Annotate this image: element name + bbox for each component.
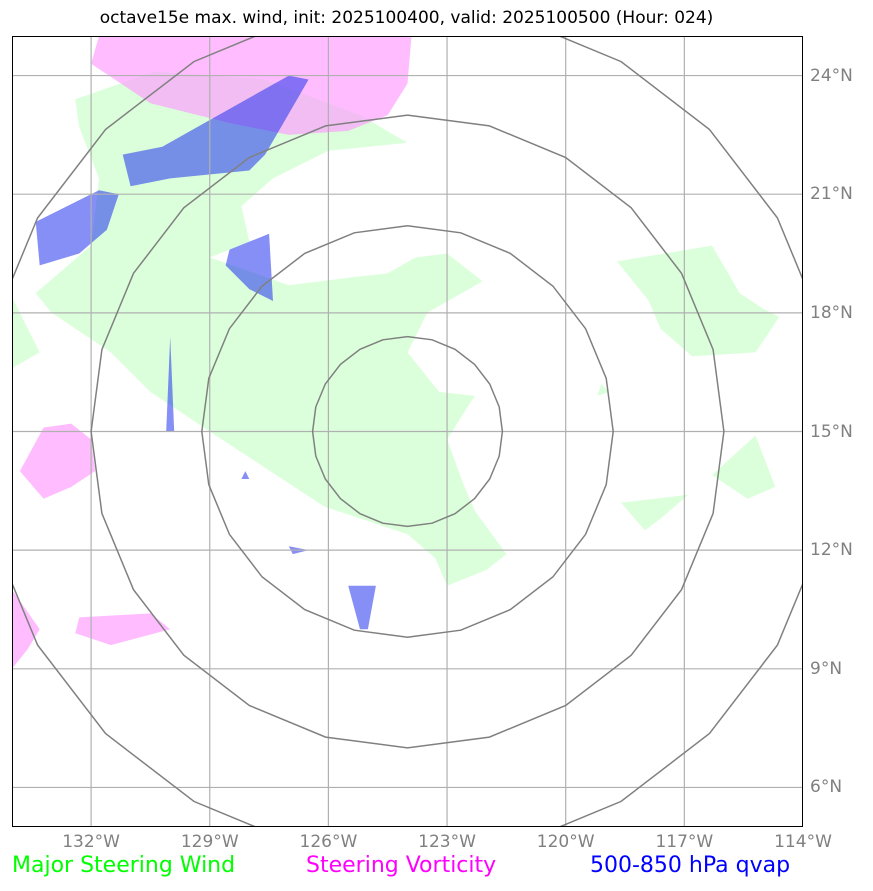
legend-major-steering-wind: Major Steering Wind	[12, 853, 236, 878]
lon-tick-label: 120°W	[536, 832, 595, 852]
range-rings	[12, 36, 803, 827]
green-field-area-5	[597, 384, 610, 396]
green-field-area-2	[617, 245, 780, 357]
range-ring-2	[90, 114, 725, 749]
lat-tick-label: 24°N	[810, 65, 853, 86]
legend-qvap: 500-850 hPa qvap	[590, 853, 791, 878]
lat-tick-label: 6°N	[810, 777, 843, 798]
green-field-area-0	[35, 71, 507, 586]
blue-field-area-1	[35, 190, 119, 266]
lon-tick-label: 126°W	[299, 832, 358, 852]
graticule	[12, 36, 803, 827]
legend-steering-vorticity: Steering Vorticity	[306, 853, 497, 878]
lat-tick-label: 18°N	[810, 302, 853, 323]
lon-tick-label: 114°W	[774, 832, 832, 852]
blue-field-area-6	[241, 471, 250, 479]
blue-field-area-4	[348, 585, 376, 630]
range-ring-3	[12, 36, 803, 827]
green-field-area-3	[712, 435, 776, 499]
green-field-area-1	[12, 297, 40, 369]
range-ring-1	[201, 225, 614, 638]
lat-tick-label: 12°N	[810, 540, 853, 561]
field-layers	[12, 36, 780, 669]
lat-tick-label: 9°N	[810, 658, 843, 679]
map-canvas[interactable]	[12, 36, 803, 827]
lat-tick-label: 15°N	[810, 421, 853, 442]
blue-field-area-3	[166, 336, 175, 432]
lon-tick-label: 129°W	[180, 832, 239, 852]
map-title: octave15e max. wind, init: 2025100400, v…	[99, 8, 714, 28]
pink-field-area-3	[75, 613, 171, 646]
lon-tick-label: 132°W	[62, 832, 120, 852]
pink-field-area-2	[12, 589, 40, 669]
pink-field-area-0	[91, 36, 412, 135]
blue-field-area-2	[225, 233, 273, 301]
green-field-area-4	[621, 494, 689, 531]
pink-field-area-1	[19, 423, 96, 499]
range-ring-0	[311, 335, 504, 528]
blue-field-area-0	[122, 75, 309, 187]
map-border	[12, 36, 803, 827]
lat-tick-label: 21°N	[810, 184, 853, 205]
map-frame[interactable]	[12, 36, 803, 827]
lon-tick-label: 117°W	[655, 832, 714, 852]
lon-tick-label: 123°W	[418, 832, 476, 852]
